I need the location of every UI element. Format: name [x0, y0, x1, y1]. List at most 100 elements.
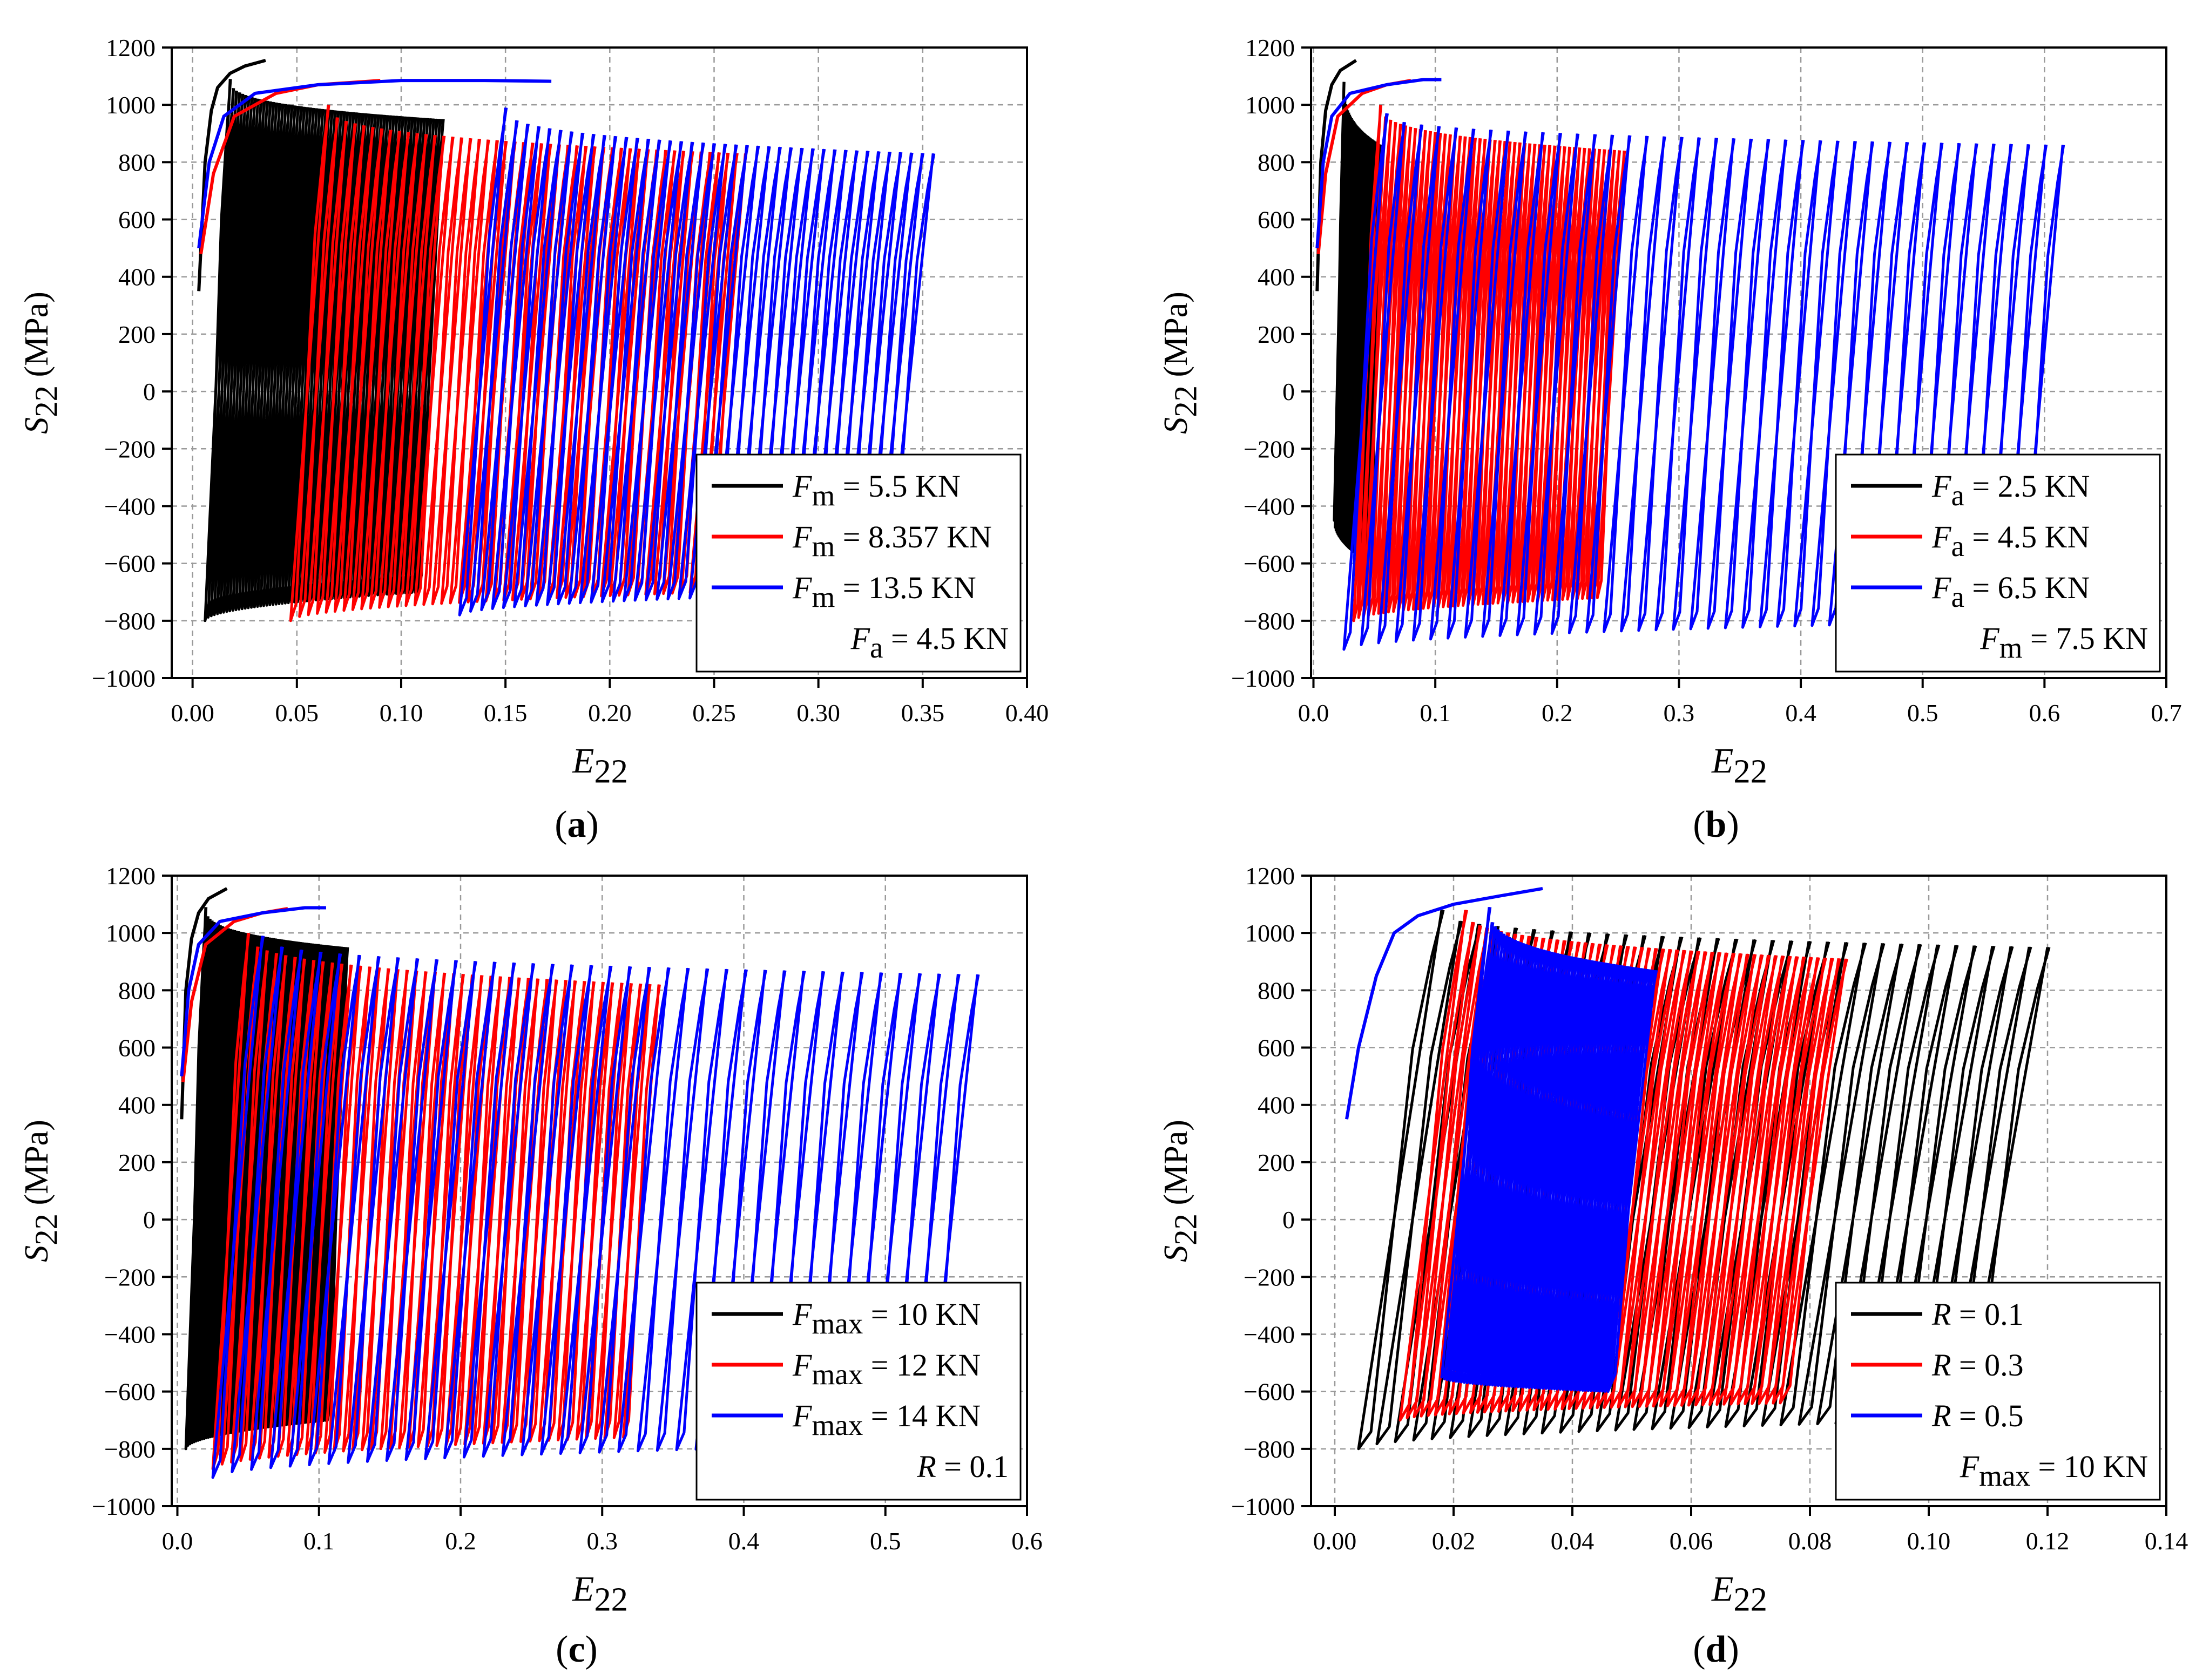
- x-tick-label: 0.35: [901, 699, 945, 727]
- x-tick-label: 0.1: [1420, 699, 1451, 727]
- y-tick-label: −800: [1244, 1435, 1295, 1463]
- hysteresis-loops: [211, 936, 980, 1479]
- plot-frame: [171, 875, 1028, 1507]
- monotonic-curve: [1315, 78, 1442, 248]
- y-tick-label: 800: [118, 977, 156, 1004]
- legend-entry: R = 0.5: [1931, 1398, 2024, 1433]
- y-tick-label: 1200: [1245, 862, 1295, 890]
- y-tick-label: −1000: [1231, 1493, 1295, 1520]
- plot-area: [197, 59, 936, 622]
- x-tick-label: 0.04: [1551, 1527, 1595, 1555]
- y-tick-label: −600: [104, 550, 156, 578]
- x-tick-label: 0.0: [162, 1527, 193, 1555]
- y-tick-label: 0: [143, 378, 156, 405]
- y-tick-label: −200: [1244, 435, 1295, 463]
- series-3: [197, 79, 936, 617]
- hysteresis-loops: [289, 104, 748, 622]
- x-tick-label: 0.40: [1005, 699, 1049, 727]
- y-tick-label: −600: [104, 1378, 156, 1406]
- y-tick-label: 0: [1282, 1206, 1295, 1234]
- y-tick-label: 200: [1258, 321, 1295, 348]
- x-tick-label: 0.10: [1907, 1527, 1951, 1555]
- legend-entry: Fa = 2.5 KN: [1931, 469, 2090, 512]
- x-tick-label: 0.00: [1313, 1527, 1357, 1555]
- panel-caption: (a): [555, 804, 599, 845]
- y-tick-label: −1000: [92, 1493, 156, 1520]
- plot-frame: [1310, 875, 2167, 1507]
- series-3: [1315, 78, 2065, 651]
- y-tick-label: 200: [1258, 1149, 1295, 1176]
- plot-area: [1345, 886, 2051, 1451]
- x-tick-label: 0.2: [445, 1527, 476, 1555]
- x-tick-label: 0.7: [2151, 699, 2182, 727]
- legend: Fmax = 10 KN Fmax = 12 KN Fmax = 14 KN R = …: [695, 1282, 1022, 1501]
- y-tick-label: −400: [104, 1320, 156, 1348]
- x-tick-label: 0.15: [484, 699, 528, 727]
- y-tick-label: 1200: [1245, 34, 1295, 62]
- y-tick-label: −600: [1244, 550, 1295, 578]
- x-tick-label: 0.00: [171, 699, 214, 727]
- x-tick-label: 0.6: [1011, 1527, 1043, 1555]
- y-tick-label: 400: [1258, 263, 1295, 291]
- panel-d: 0.00 0.02 0.04 0.06 0.08 0.10 0.12 0.14 −1000 −80…: [1158, 862, 2188, 1670]
- y-tick-label: 200: [118, 321, 156, 348]
- legend-note: R = 0.1: [916, 1449, 1009, 1484]
- x-tick-label: 0.3: [586, 1527, 618, 1555]
- y-tick-label: −800: [104, 1435, 156, 1463]
- series-3: [180, 906, 980, 1479]
- y-tick-label: 600: [118, 206, 156, 234]
- legend-entry: Fm = 5.5 KN: [792, 469, 961, 512]
- y-axis-label: S22 (MPa): [18, 292, 64, 434]
- y-tick-label: −200: [104, 435, 156, 463]
- y-tick-label: −400: [1244, 492, 1295, 520]
- legend-box: [695, 453, 1022, 673]
- x-axis-label: E22: [1711, 741, 1767, 790]
- monotonic-curve: [1345, 886, 1543, 1120]
- y-tick-label: 0: [143, 1206, 156, 1234]
- y-tick-label: 800: [1258, 977, 1295, 1004]
- legend-box: [695, 1282, 1022, 1501]
- panel-caption: (c): [556, 1629, 598, 1670]
- y-axis-label: S22 (MPa): [18, 1120, 64, 1262]
- y-tick-label: 1000: [1245, 91, 1295, 119]
- x-tick-label: 0.05: [275, 699, 319, 727]
- panel-a: 0.00 0.05 0.10 0.15 0.20 0.25 0.30 0.35 0.40 −100…: [18, 34, 1049, 845]
- panel-b: 0.0 0.1 0.2 0.3 0.4 0.5 0.6 0.7 −1000 −800 −600 −40…: [1158, 34, 2182, 845]
- y-tick-label: 400: [118, 1092, 156, 1119]
- x-tick-label: 0.08: [1788, 1527, 1832, 1555]
- y-tick-label: 600: [1258, 206, 1295, 234]
- plot-area: [1315, 59, 2065, 651]
- plot-frame: [171, 46, 1028, 679]
- y-tick-label: 600: [118, 1034, 156, 1062]
- y-tick-label: 600: [1258, 1034, 1295, 1062]
- legend-entry: R = 0.1: [1931, 1297, 2024, 1332]
- x-tick-label: 0.14: [2145, 1527, 2188, 1555]
- y-tick-label: −200: [1244, 1263, 1295, 1291]
- legend-entry: Fm = 13.5 KN: [792, 570, 976, 613]
- y-tick-label: 800: [1258, 148, 1295, 176]
- legend-box: [1835, 1282, 2161, 1501]
- y-tick-label: 400: [1258, 1092, 1295, 1119]
- x-tick-label: 0.4: [1785, 699, 1816, 727]
- panel-caption: (d): [1693, 1629, 1739, 1670]
- x-tick-label: 0.5: [870, 1527, 901, 1555]
- y-axis-label: S22 (MPa): [1158, 292, 1203, 434]
- y-tick-label: 400: [118, 263, 156, 291]
- legend-note: Fm = 7.5 KN: [1979, 621, 2148, 664]
- x-tick-label: 0.20: [588, 699, 632, 727]
- y-tick-label: 1000: [106, 919, 156, 947]
- x-tick-label: 0.6: [2029, 699, 2060, 727]
- x-tick-label: 0.0: [1298, 699, 1329, 727]
- y-tick-label: 1200: [106, 34, 156, 62]
- panel-caption: (b): [1693, 804, 1739, 845]
- y-tick-label: −600: [1244, 1378, 1295, 1406]
- legend: R = 0.1 R = 0.3 R = 0.5 Fmax = 10 KN: [1835, 1282, 2161, 1501]
- monotonic-curve: [180, 887, 228, 1120]
- legend-entry: Fa = 4.5 KN: [1931, 519, 2090, 563]
- x-tick-label: 0.5: [1907, 699, 1938, 727]
- monotonic-curve: [197, 79, 552, 248]
- legend-entry: Fmax = 12 KN: [792, 1347, 981, 1391]
- x-tick-label: 0.2: [1542, 699, 1573, 727]
- legend: Fm = 5.5 KN Fm = 8.357 KN Fm = 13.5 KN Fa =…: [695, 453, 1022, 673]
